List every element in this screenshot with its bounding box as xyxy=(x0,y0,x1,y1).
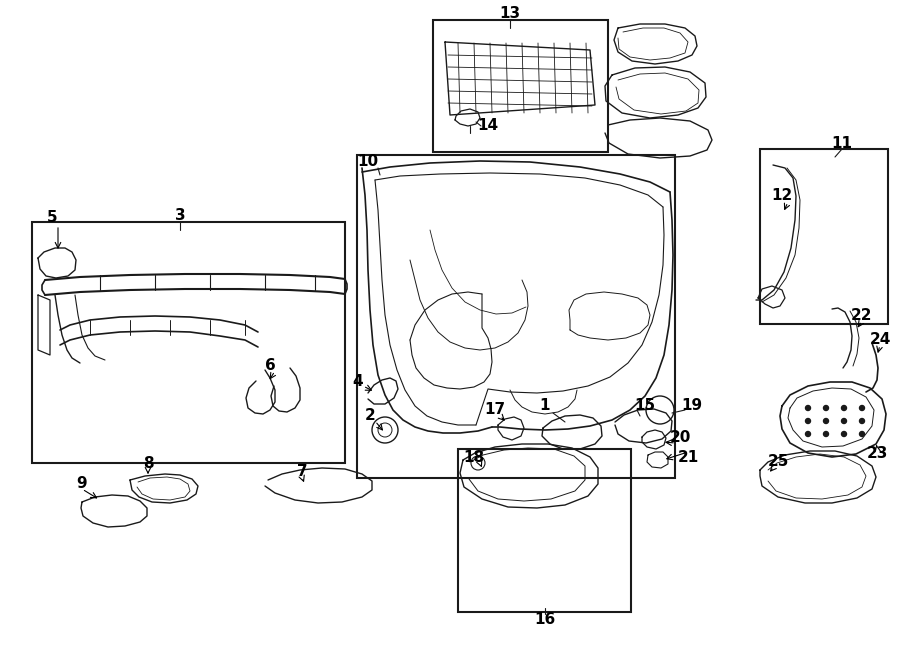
Text: 7: 7 xyxy=(297,465,307,479)
Text: 13: 13 xyxy=(500,5,520,20)
Text: 9: 9 xyxy=(76,477,87,492)
Text: 5: 5 xyxy=(47,210,58,225)
Circle shape xyxy=(806,432,811,436)
Circle shape xyxy=(806,418,811,424)
Circle shape xyxy=(860,432,865,436)
Text: 12: 12 xyxy=(771,188,793,204)
Text: 23: 23 xyxy=(867,446,887,461)
Circle shape xyxy=(842,418,847,424)
Circle shape xyxy=(824,418,829,424)
Bar xyxy=(760,149,888,324)
Bar xyxy=(433,20,608,152)
Circle shape xyxy=(824,405,829,410)
Text: 6: 6 xyxy=(265,358,275,373)
Circle shape xyxy=(860,405,865,410)
Text: 3: 3 xyxy=(175,208,185,223)
Text: 11: 11 xyxy=(832,137,852,151)
Bar xyxy=(458,449,631,612)
Circle shape xyxy=(824,432,829,436)
Text: 17: 17 xyxy=(484,403,506,418)
Text: 20: 20 xyxy=(670,430,690,446)
Text: 8: 8 xyxy=(143,455,153,471)
Text: 1: 1 xyxy=(540,399,550,414)
Text: 21: 21 xyxy=(678,451,698,465)
Text: 2: 2 xyxy=(364,408,375,424)
Text: 14: 14 xyxy=(477,118,499,134)
Text: 15: 15 xyxy=(634,399,655,414)
Text: 24: 24 xyxy=(869,332,891,348)
Circle shape xyxy=(806,405,811,410)
Text: 22: 22 xyxy=(851,309,873,323)
Text: 25: 25 xyxy=(768,455,788,469)
Text: 10: 10 xyxy=(357,155,379,169)
Circle shape xyxy=(842,405,847,410)
Bar xyxy=(32,222,345,463)
Bar xyxy=(357,155,675,478)
Text: 19: 19 xyxy=(681,399,703,414)
Text: 16: 16 xyxy=(535,613,555,627)
Text: 18: 18 xyxy=(464,451,484,465)
Circle shape xyxy=(860,418,865,424)
Text: 4: 4 xyxy=(353,373,364,389)
Circle shape xyxy=(842,432,847,436)
